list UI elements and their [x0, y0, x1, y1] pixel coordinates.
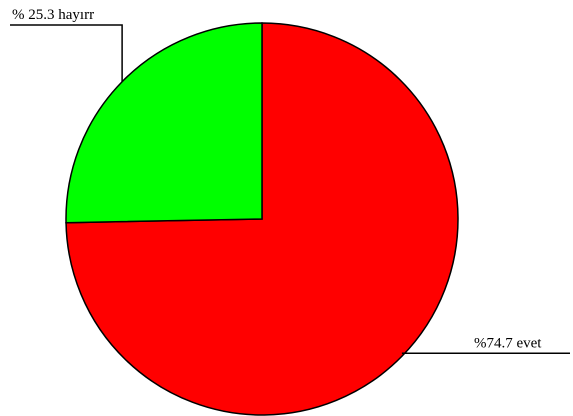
slice-label: %74.7 evet [474, 335, 542, 351]
leader-line [10, 24, 123, 82]
pie-slice [65, 22, 459, 416]
pie-slice [65, 22, 263, 224]
slice-label: % 25.3 hayırr [12, 7, 94, 23]
